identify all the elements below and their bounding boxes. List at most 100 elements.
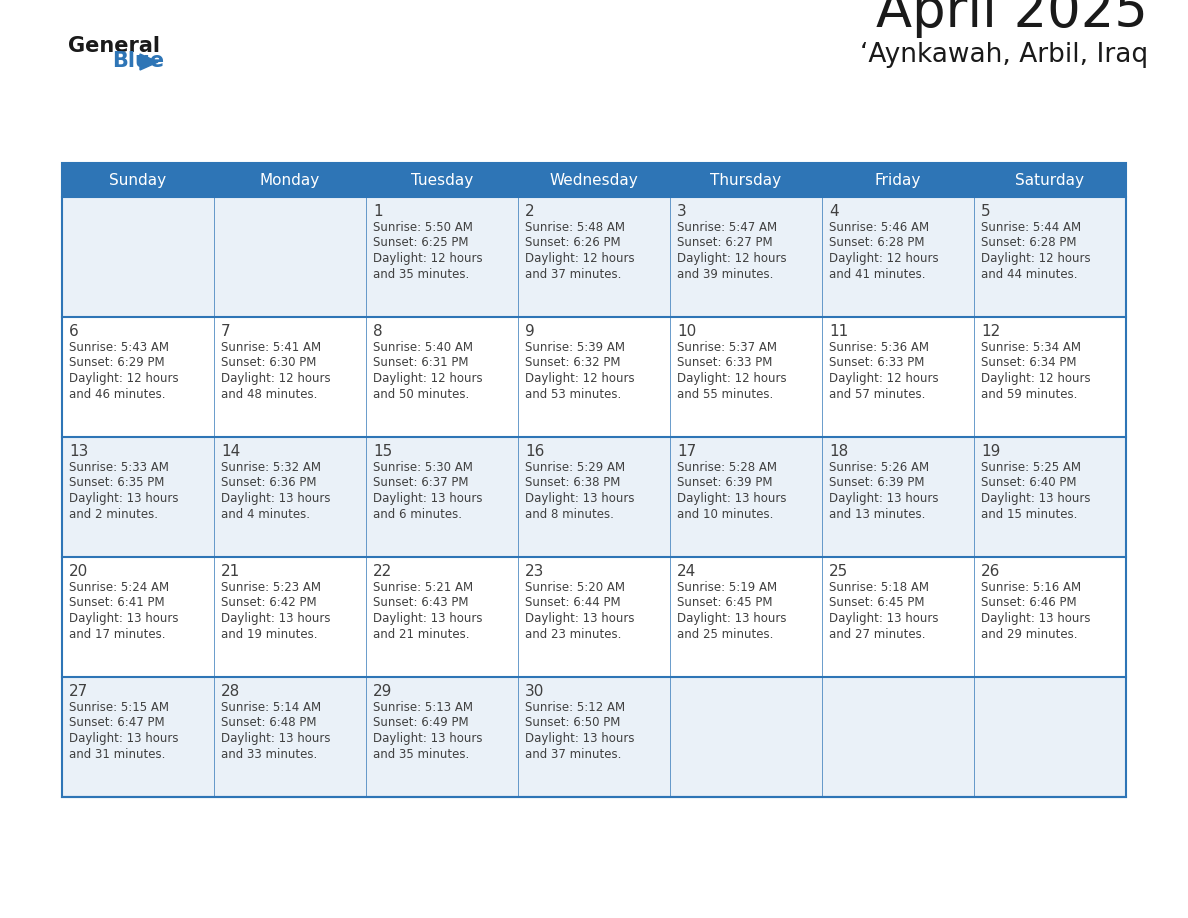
Bar [62,163,1126,797]
Text: and 46 minutes.: and 46 minutes. [69,387,165,400]
Text: 15: 15 [373,444,392,459]
Text: Daylight: 12 hours: Daylight: 12 hours [525,372,634,385]
Text: and 41 minutes.: and 41 minutes. [829,267,925,281]
Text: Sunset: 6:38 PM: Sunset: 6:38 PM [525,476,620,489]
Text: and 19 minutes.: and 19 minutes. [221,628,317,641]
Text: 10: 10 [677,324,696,339]
Text: Sunrise: 5:23 AM: Sunrise: 5:23 AM [221,581,321,594]
Text: Daylight: 13 hours: Daylight: 13 hours [829,612,939,625]
Text: and 55 minutes.: and 55 minutes. [677,387,773,400]
Text: Sunset: 6:32 PM: Sunset: 6:32 PM [525,356,620,370]
Text: Sunrise: 5:14 AM: Sunrise: 5:14 AM [221,701,321,714]
Text: 30: 30 [525,684,544,699]
Text: Sunset: 6:43 PM: Sunset: 6:43 PM [373,597,468,610]
Text: Sunset: 6:28 PM: Sunset: 6:28 PM [829,237,924,250]
Text: 18: 18 [829,444,848,459]
Text: Sunset: 6:37 PM: Sunset: 6:37 PM [373,476,468,489]
Text: 4: 4 [829,204,839,219]
Bar [62,677,1126,797]
Text: Sunset: 6:49 PM: Sunset: 6:49 PM [373,717,468,730]
Text: Sunset: 6:39 PM: Sunset: 6:39 PM [677,476,772,489]
Text: Sunrise: 5:26 AM: Sunrise: 5:26 AM [829,461,929,474]
Text: Sunset: 6:42 PM: Sunset: 6:42 PM [221,597,317,610]
Text: Daylight: 13 hours: Daylight: 13 hours [373,612,482,625]
Text: 17: 17 [677,444,696,459]
Text: 27: 27 [69,684,88,699]
Text: Sunrise: 5:21 AM: Sunrise: 5:21 AM [373,581,473,594]
Text: 20: 20 [69,564,88,579]
Text: Daylight: 13 hours: Daylight: 13 hours [69,732,178,745]
Text: Daylight: 13 hours: Daylight: 13 hours [69,492,178,505]
Text: 5: 5 [981,204,991,219]
Text: Sunset: 6:44 PM: Sunset: 6:44 PM [525,597,620,610]
Text: 6: 6 [69,324,78,339]
Text: Sunset: 6:29 PM: Sunset: 6:29 PM [69,356,165,370]
Text: Friday: Friday [874,173,921,187]
Text: and 27 minutes.: and 27 minutes. [829,628,925,641]
Text: 19: 19 [981,444,1000,459]
Text: Sunrise: 5:50 AM: Sunrise: 5:50 AM [373,221,473,234]
Text: 12: 12 [981,324,1000,339]
Text: Daylight: 12 hours: Daylight: 12 hours [677,252,786,265]
Text: Sunrise: 5:32 AM: Sunrise: 5:32 AM [221,461,321,474]
Text: Sunset: 6:48 PM: Sunset: 6:48 PM [221,717,316,730]
Text: Sunset: 6:33 PM: Sunset: 6:33 PM [677,356,772,370]
Text: Sunset: 6:26 PM: Sunset: 6:26 PM [525,237,620,250]
Text: 8: 8 [373,324,383,339]
Text: Sunrise: 5:41 AM: Sunrise: 5:41 AM [221,341,321,354]
Text: Sunset: 6:25 PM: Sunset: 6:25 PM [373,237,468,250]
Bar [62,197,1126,317]
Text: and 35 minutes.: and 35 minutes. [373,267,469,281]
Text: and 37 minutes.: and 37 minutes. [525,267,621,281]
Text: Sunrise: 5:29 AM: Sunrise: 5:29 AM [525,461,625,474]
Text: April 2025: April 2025 [876,0,1148,38]
Text: 25: 25 [829,564,848,579]
Text: 3: 3 [677,204,687,219]
Text: Daylight: 13 hours: Daylight: 13 hours [525,612,634,625]
Text: Sunrise: 5:43 AM: Sunrise: 5:43 AM [69,341,169,354]
Text: and 57 minutes.: and 57 minutes. [829,387,925,400]
Text: Sunrise: 5:39 AM: Sunrise: 5:39 AM [525,341,625,354]
Text: Thursday: Thursday [710,173,782,187]
Text: and 15 minutes.: and 15 minutes. [981,508,1078,521]
Text: Sunday: Sunday [109,173,166,187]
Text: Daylight: 13 hours: Daylight: 13 hours [221,612,330,625]
Bar [62,557,1126,677]
Text: Sunrise: 5:18 AM: Sunrise: 5:18 AM [829,581,929,594]
Text: Sunrise: 5:34 AM: Sunrise: 5:34 AM [981,341,1081,354]
Text: Daylight: 12 hours: Daylight: 12 hours [221,372,330,385]
Text: Monday: Monday [260,173,320,187]
Text: 11: 11 [829,324,848,339]
Text: Saturday: Saturday [1016,173,1085,187]
Text: Daylight: 13 hours: Daylight: 13 hours [677,492,786,505]
Text: and 8 minutes.: and 8 minutes. [525,508,614,521]
Text: Daylight: 13 hours: Daylight: 13 hours [981,612,1091,625]
Text: and 48 minutes.: and 48 minutes. [221,387,317,400]
Text: and 53 minutes.: and 53 minutes. [525,387,621,400]
Text: Daylight: 12 hours: Daylight: 12 hours [525,252,634,265]
Text: Daylight: 12 hours: Daylight: 12 hours [829,372,939,385]
Text: Sunset: 6:45 PM: Sunset: 6:45 PM [677,597,772,610]
Text: Sunrise: 5:46 AM: Sunrise: 5:46 AM [829,221,929,234]
Text: and 33 minutes.: and 33 minutes. [221,747,317,760]
Text: and 25 minutes.: and 25 minutes. [677,628,773,641]
Text: Daylight: 13 hours: Daylight: 13 hours [373,732,482,745]
Text: Sunset: 6:39 PM: Sunset: 6:39 PM [829,476,924,489]
Text: Sunrise: 5:13 AM: Sunrise: 5:13 AM [373,701,473,714]
Text: Daylight: 12 hours: Daylight: 12 hours [373,252,482,265]
Text: Tuesday: Tuesday [411,173,473,187]
Text: 21: 21 [221,564,240,579]
Text: Sunset: 6:35 PM: Sunset: 6:35 PM [69,476,164,489]
Text: Daylight: 13 hours: Daylight: 13 hours [221,492,330,505]
Text: and 17 minutes.: and 17 minutes. [69,628,165,641]
Text: Sunrise: 5:25 AM: Sunrise: 5:25 AM [981,461,1081,474]
Text: Sunrise: 5:33 AM: Sunrise: 5:33 AM [69,461,169,474]
Text: Sunset: 6:40 PM: Sunset: 6:40 PM [981,476,1076,489]
Text: Daylight: 13 hours: Daylight: 13 hours [525,492,634,505]
Text: Sunrise: 5:20 AM: Sunrise: 5:20 AM [525,581,625,594]
Text: Sunrise: 5:16 AM: Sunrise: 5:16 AM [981,581,1081,594]
Text: Sunrise: 5:47 AM: Sunrise: 5:47 AM [677,221,777,234]
Text: Daylight: 13 hours: Daylight: 13 hours [829,492,939,505]
Text: 29: 29 [373,684,392,699]
Text: Daylight: 13 hours: Daylight: 13 hours [373,492,482,505]
